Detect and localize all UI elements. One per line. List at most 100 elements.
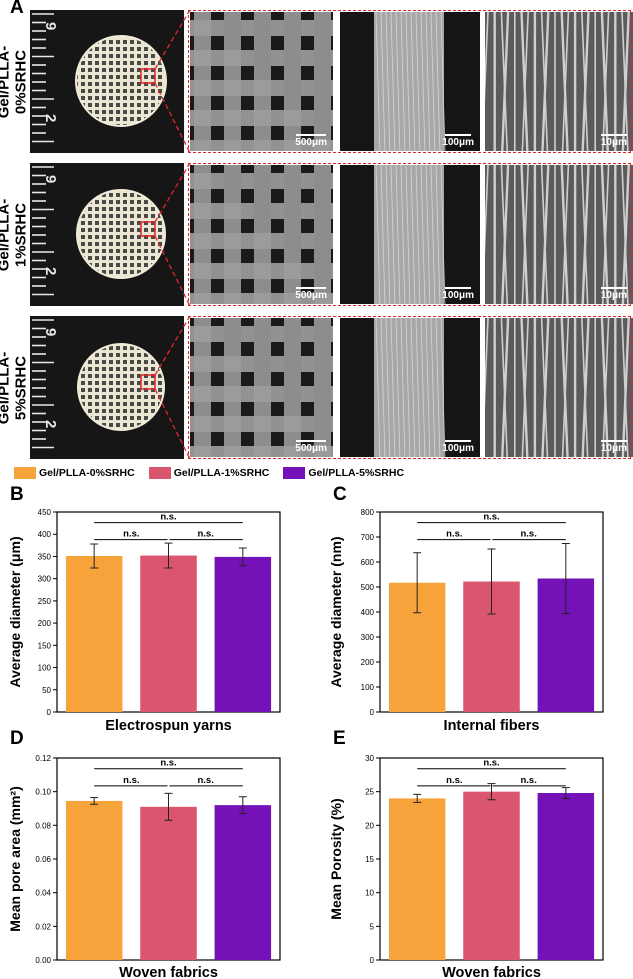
significance-label: n.s. (520, 529, 536, 540)
zoom-region-marker (140, 68, 156, 84)
scale-bar-line (600, 134, 627, 136)
sem-texture (190, 165, 333, 304)
scale-bar-label: 100μm (442, 443, 474, 454)
scale-bar-line (296, 440, 327, 442)
scale-bar: 100μm (442, 134, 474, 148)
yarn-fiber (430, 165, 436, 304)
y-tick-label: 0.08 (35, 821, 51, 830)
y-tick-label: 150 (38, 641, 52, 650)
scale-bar-label: 500μm (295, 137, 327, 148)
legend-label: Gel/PLLA-0%SRHC (39, 467, 135, 479)
y-tick-label: 0 (47, 708, 52, 717)
sem-texture (485, 165, 633, 304)
yarn-fiber (440, 12, 446, 151)
significance-label: n.s. (446, 775, 462, 786)
warp-yarn (314, 12, 331, 151)
nanofiber (541, 12, 550, 151)
scale-bar: 10μm (601, 440, 627, 454)
yarn-fiber (405, 12, 411, 151)
row-label: Gel/PLLA- 1%SRHC (0, 163, 29, 306)
scaffold-disc (75, 35, 167, 127)
scale-bar-line (600, 440, 627, 442)
bar (214, 556, 272, 712)
scaffold-disc (76, 189, 166, 279)
weft-yarn (190, 446, 333, 457)
row-label-line: Gel/PLLA- (0, 351, 13, 424)
sem-woven-fabric: 500μm (190, 318, 333, 457)
yarn-fiber (390, 165, 396, 304)
plot-frame (56, 757, 281, 961)
bar (65, 800, 123, 960)
zoom-outline (188, 10, 631, 153)
y-tick-label: 700 (361, 533, 375, 542)
weft-yarn (190, 140, 333, 151)
y-tick-label: 600 (361, 558, 375, 567)
scale-bar-label: 500μm (295, 290, 327, 301)
scale-bar: 10μm (601, 287, 627, 301)
sem-yarn: 100μm (340, 318, 480, 457)
scaffold-photo-drawing: 92 (32, 319, 165, 449)
nanofiber (521, 318, 529, 457)
plot-frame (56, 511, 281, 713)
ruler-number: 9 (42, 22, 59, 30)
sem-texture (485, 318, 633, 457)
scale-bar-label: 10μm (600, 137, 627, 148)
scaffold-disc (77, 343, 165, 431)
significance-label: n.s. (123, 529, 139, 540)
yarn-fiber (415, 165, 421, 304)
significance-label: n.s. (160, 758, 176, 769)
scale-bar: 100μm (442, 440, 474, 454)
sem-fibers: 10μm (485, 165, 633, 304)
nanofiber (521, 12, 529, 151)
y-tick-label: 500 (361, 583, 375, 592)
scale-bar-line (445, 134, 472, 136)
row-label: Gel/PLLA- 0%SRHC (0, 10, 29, 153)
sem-texture (190, 318, 333, 457)
yarn-fiber (395, 12, 401, 151)
yarn-fiber (410, 12, 416, 151)
nanofiber (621, 318, 630, 457)
y-tick-label: 100 (38, 664, 52, 673)
legend-label: Gel/PLLA-5%SRHC (308, 467, 405, 479)
yarn-fiber (380, 12, 386, 151)
yarn-fiber (400, 318, 406, 457)
yarn-fiber (435, 165, 441, 304)
y-axis-label: Mean Porosity (%) (328, 798, 344, 919)
panel-letter-a: A (10, 0, 24, 18)
y-axis-label: Mean pore area (mm²) (7, 786, 23, 931)
zoom-region-marker (140, 374, 156, 390)
ruler-number: 2 (42, 267, 59, 275)
y-axis-label: Average diameter (μm) (7, 536, 23, 687)
yarn-fiber (415, 12, 421, 151)
bar (214, 805, 272, 960)
bar (388, 582, 446, 712)
nanofiber (601, 318, 610, 457)
y-tick-label: 800 (361, 508, 375, 517)
plot-frame (379, 511, 604, 713)
nanofiber (561, 165, 570, 304)
y-tick-label: 0.02 (35, 922, 51, 931)
sem-texture (340, 12, 480, 151)
plot-frame (379, 757, 604, 961)
yarn-fiber (420, 12, 426, 151)
ruler-number: 9 (42, 175, 59, 183)
yarn-fiber (435, 12, 441, 151)
significance-label: n.s. (197, 529, 213, 540)
nanofiber (581, 12, 590, 151)
y-tick-label: 30 (365, 754, 374, 763)
bar (65, 556, 123, 712)
yarn-fiber (440, 165, 446, 304)
nanofiber (521, 165, 529, 304)
zoom-region-marker (140, 221, 156, 237)
scale-bar-line (296, 287, 327, 289)
sem-texture (340, 318, 480, 457)
nanofiber (601, 165, 610, 304)
nanofiber (561, 318, 570, 457)
nanofiber (541, 318, 550, 457)
y-tick-label: 0 (370, 708, 375, 717)
significance-label: n.s. (197, 775, 213, 786)
yarn-fiber (375, 318, 381, 457)
zoom-outline (188, 163, 631, 306)
